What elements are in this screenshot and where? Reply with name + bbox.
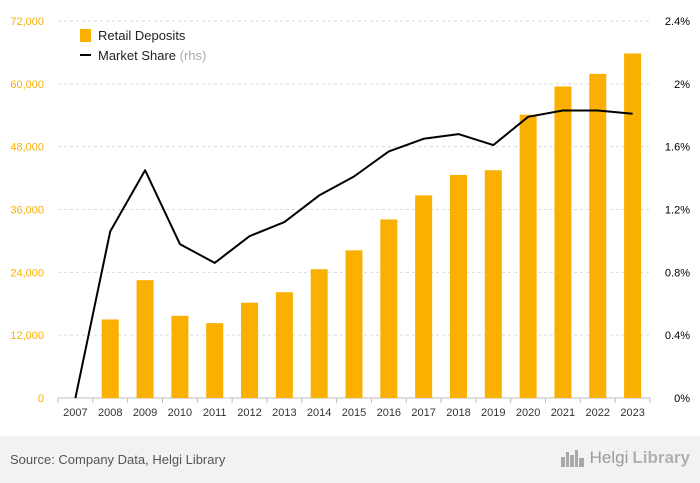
x-tick-label: 2021 — [551, 407, 575, 419]
gridlines — [58, 20, 650, 399]
city-skyline-icon — [560, 450, 584, 467]
x-tick-label: 2023 — [620, 407, 644, 419]
right-tick-label: 1.6% — [665, 142, 690, 154]
right-tick-label: 2.4% — [665, 16, 690, 28]
x-tick-label: 2008 — [98, 407, 122, 419]
helgi-library-logo: Helgi Library — [560, 448, 690, 468]
legend-label-retail-deposits: Retail Deposits — [98, 28, 186, 43]
left-tick-label: 24,000 — [10, 267, 44, 279]
x-tick-label: 2010 — [168, 407, 192, 419]
chart: 0 12,000 24,000 36,000 48,000 60,000 72,000 0%… — [10, 16, 690, 419]
left-tick-label: 0 — [38, 393, 44, 405]
x-axis: 2007 2008 2009 2010 2011 2012 2013 2014 2015 2016… — [57, 398, 651, 419]
right-axis: 0% 0.4% 0.8% 1.2% 1.6% 2% 2.4% — [665, 16, 690, 405]
x-tick-label: 2022 — [586, 407, 610, 419]
legend: Retail Deposits Market Share (rhs) — [80, 28, 206, 63]
left-tick-label: 72,000 — [10, 16, 44, 28]
x-tick-label: 2020 — [516, 407, 540, 419]
x-tick-label: 2018 — [446, 407, 470, 419]
left-tick-label: 36,000 — [10, 205, 44, 217]
bar — [136, 280, 154, 398]
x-tick-label: 2007 — [63, 407, 87, 419]
source-note: Source: Company Data, Helgi Library — [10, 452, 226, 467]
bar — [171, 315, 189, 398]
right-tick-label: 0.4% — [665, 330, 690, 342]
left-tick-label: 12,000 — [10, 330, 44, 342]
x-tick-label: 2015 — [342, 407, 366, 419]
line-series — [74, 109, 633, 399]
left-tick-label: 60,000 — [10, 79, 44, 91]
bar — [554, 86, 572, 398]
right-tick-label: 0% — [674, 393, 690, 405]
x-tick-label: 2013 — [272, 407, 296, 419]
x-tick-label: 2014 — [307, 407, 331, 419]
legend-swatch-retail-deposits — [80, 29, 91, 42]
left-axis: 0 12,000 24,000 36,000 48,000 60,000 72,000 — [10, 16, 44, 405]
bar — [101, 319, 119, 398]
bar — [415, 195, 433, 398]
footer: Source: Company Data, Helgi Library Helg… — [0, 436, 700, 483]
market-share-line — [74, 109, 633, 399]
bar — [449, 174, 467, 398]
legend-label-market-share: Market Share (rhs) — [98, 48, 206, 63]
x-tick-label: 2012 — [237, 407, 261, 419]
logo-text-library: Library — [632, 448, 690, 467]
x-tick-label: 2019 — [481, 407, 505, 419]
bar — [624, 53, 642, 398]
x-tick-label: 2017 — [411, 407, 435, 419]
right-tick-label: 2% — [674, 79, 690, 91]
bar — [380, 219, 398, 398]
left-tick-label: 48,000 — [10, 142, 44, 154]
bar — [275, 292, 293, 398]
right-tick-label: 0.8% — [665, 267, 690, 279]
bar — [519, 114, 537, 399]
bar — [310, 269, 328, 398]
legend-suffix-rhs: (rhs) — [180, 48, 207, 63]
x-tick-label: 2016 — [377, 407, 401, 419]
logo-text-helgi: Helgi — [589, 448, 629, 467]
bar — [484, 170, 502, 398]
bar-series — [101, 53, 642, 399]
bar — [589, 73, 607, 399]
bar — [206, 323, 224, 398]
x-tick-label: 2011 — [203, 407, 227, 419]
right-tick-label: 1.2% — [665, 205, 690, 217]
x-tick-label: 2009 — [133, 407, 157, 419]
bar — [345, 250, 363, 398]
bar — [241, 302, 259, 398]
